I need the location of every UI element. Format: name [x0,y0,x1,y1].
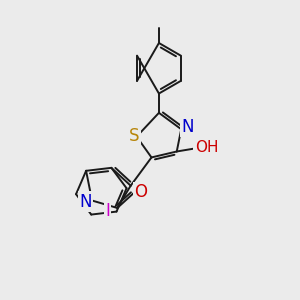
Text: O: O [135,183,148,201]
Text: N: N [182,118,194,136]
Text: N: N [79,193,92,211]
Text: S: S [129,127,140,145]
Text: OH: OH [195,140,218,155]
Text: I: I [105,202,110,220]
